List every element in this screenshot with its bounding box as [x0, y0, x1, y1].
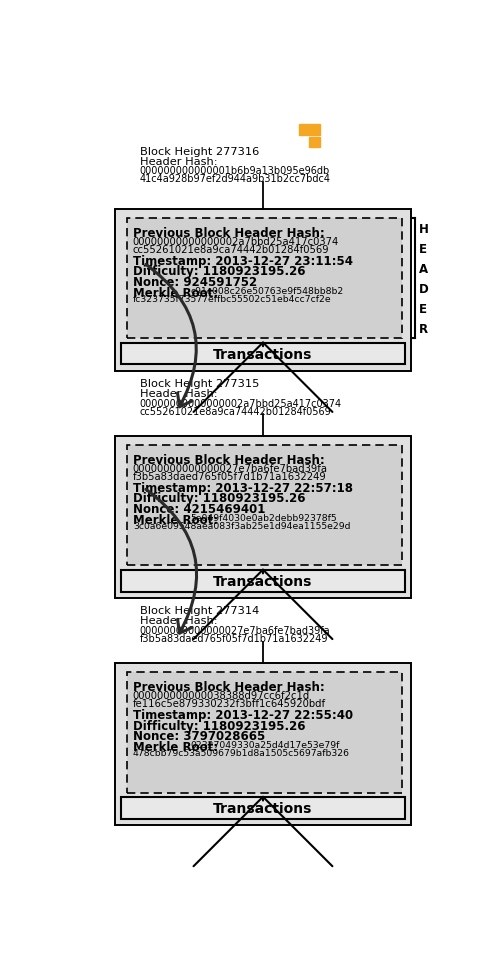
Text: Header Hash:: Header Hash: — [140, 389, 217, 399]
Text: 00000000000000027e7ba6fe7bad39fa: 00000000000000027e7ba6fe7bad39fa — [140, 625, 330, 635]
Text: Transactions: Transactions — [213, 347, 313, 361]
Text: Previous Block Header Hash:: Previous Block Header Hash: — [133, 681, 325, 693]
Text: Merkle Root:: Merkle Root: — [133, 513, 218, 526]
Bar — [121, 343, 405, 365]
Text: f3b5a83daed765f05f7d1b71a1632249: f3b5a83daed765f05f7d1b71a1632249 — [133, 471, 327, 481]
Text: 00000000000000027e7ba6fe7bad39fa: 00000000000000027e7ba6fe7bad39fa — [133, 464, 328, 473]
Text: 00000000000000002a7bbd25a417c0374: 00000000000000002a7bbd25a417c0374 — [133, 237, 339, 246]
Text: 00000000000000002a7bbd25a417c0374: 00000000000000002a7bbd25a417c0374 — [140, 398, 342, 408]
Text: D: D — [419, 283, 428, 295]
Text: A: A — [419, 262, 428, 276]
Text: 5e049f4030e0ab2debb92378f5: 5e049f4030e0ab2debb92378f5 — [190, 513, 337, 522]
Text: 478cbb79c53a509679b1d8a1505c5697afb326: 478cbb79c53a509679b1d8a1505c5697afb326 — [133, 748, 350, 757]
Text: Merkle Root:: Merkle Root: — [133, 740, 218, 753]
Text: fc323735f73577effbc55502c51eb4cc7cf2e: fc323735f73577effbc55502c51eb4cc7cf2e — [133, 294, 331, 303]
Text: 3c0a6e09548aea083f3ab25e1d94ea1155e29d: 3c0a6e09548aea083f3ab25e1d94ea1155e29d — [133, 521, 350, 530]
Bar — [299, 125, 320, 136]
Text: H: H — [419, 222, 429, 236]
Text: Merkle Root:: Merkle Root: — [133, 287, 218, 299]
Text: Timestamp: 2013-12-27 22:55:40: Timestamp: 2013-12-27 22:55:40 — [133, 708, 353, 721]
Text: Header Hash:: Header Hash: — [140, 616, 217, 626]
Bar — [121, 797, 405, 819]
Text: Header Hash:: Header Hash: — [140, 156, 217, 166]
Text: Difficulty: 1180923195.26: Difficulty: 1180923195.26 — [133, 492, 305, 505]
Text: f3b5a83daed765f05f7d1b71a1632249: f3b5a83daed765f05f7d1b71a1632249 — [140, 634, 328, 644]
Text: Previous Block Header Hash:: Previous Block Header Hash: — [133, 227, 325, 240]
Bar — [126, 673, 402, 793]
Bar — [126, 446, 402, 566]
Text: 02327049330a25d4d17e53e79f: 02327049330a25d4d17e53e79f — [190, 740, 340, 749]
Text: fe116c5e879330232f3bff1c645920bdf: fe116c5e879330232f3bff1c645920bdf — [133, 698, 326, 708]
FancyArrowPatch shape — [146, 265, 196, 407]
Text: 41c4a928b97ef2d944a9b31b2cc7bdc4: 41c4a928b97ef2d944a9b31b2cc7bdc4 — [140, 174, 331, 184]
Text: 000000000000001b6b9a13b095e96db: 000000000000001b6b9a13b095e96db — [140, 166, 330, 176]
Text: Transactions: Transactions — [213, 574, 313, 588]
FancyArrowPatch shape — [146, 490, 197, 634]
Text: Nonce: 4215469401: Nonce: 4215469401 — [133, 503, 265, 515]
Text: cc55261021e8a9ca74442b01284f0569: cc55261021e8a9ca74442b01284f0569 — [133, 244, 329, 254]
Bar — [115, 663, 411, 825]
Text: cc55261021e8a9ca74442b01284f0569: cc55261021e8a9ca74442b01284f0569 — [140, 407, 332, 417]
Text: Timestamp: 2013-12-27 23:11:54: Timestamp: 2013-12-27 23:11:54 — [133, 254, 353, 267]
Bar — [126, 219, 402, 339]
Text: E: E — [419, 302, 427, 315]
Bar — [121, 570, 405, 592]
Text: E: E — [419, 243, 427, 255]
Text: Timestamp: 2013-12-27 22:57:18: Timestamp: 2013-12-27 22:57:18 — [133, 481, 353, 494]
Text: Transactions: Transactions — [213, 801, 313, 815]
Text: Block Height 277314: Block Height 277314 — [140, 605, 259, 616]
Text: Nonce: 924591752: Nonce: 924591752 — [133, 276, 257, 289]
Text: Previous Block Header Hash:: Previous Block Header Hash: — [133, 454, 325, 467]
Text: Difficulty: 1180923195.26: Difficulty: 1180923195.26 — [133, 265, 305, 278]
Text: Block Height 277316: Block Height 277316 — [140, 147, 259, 156]
Bar — [309, 137, 320, 148]
Text: Block Height 277315: Block Height 277315 — [140, 378, 259, 389]
Text: 000000000000038388d97cc6f2c1d: 000000000000038388d97cc6f2c1d — [133, 690, 310, 700]
Text: Nonce: 3797028665: Nonce: 3797028665 — [133, 730, 265, 742]
Text: Difficulty: 1180923195.26: Difficulty: 1180923195.26 — [133, 719, 305, 732]
Text: R: R — [419, 323, 428, 335]
Text: c91c008c26e50763e9f548bb8b2: c91c008c26e50763e9f548bb8b2 — [190, 287, 344, 295]
Bar — [115, 209, 411, 372]
Bar — [115, 436, 411, 599]
